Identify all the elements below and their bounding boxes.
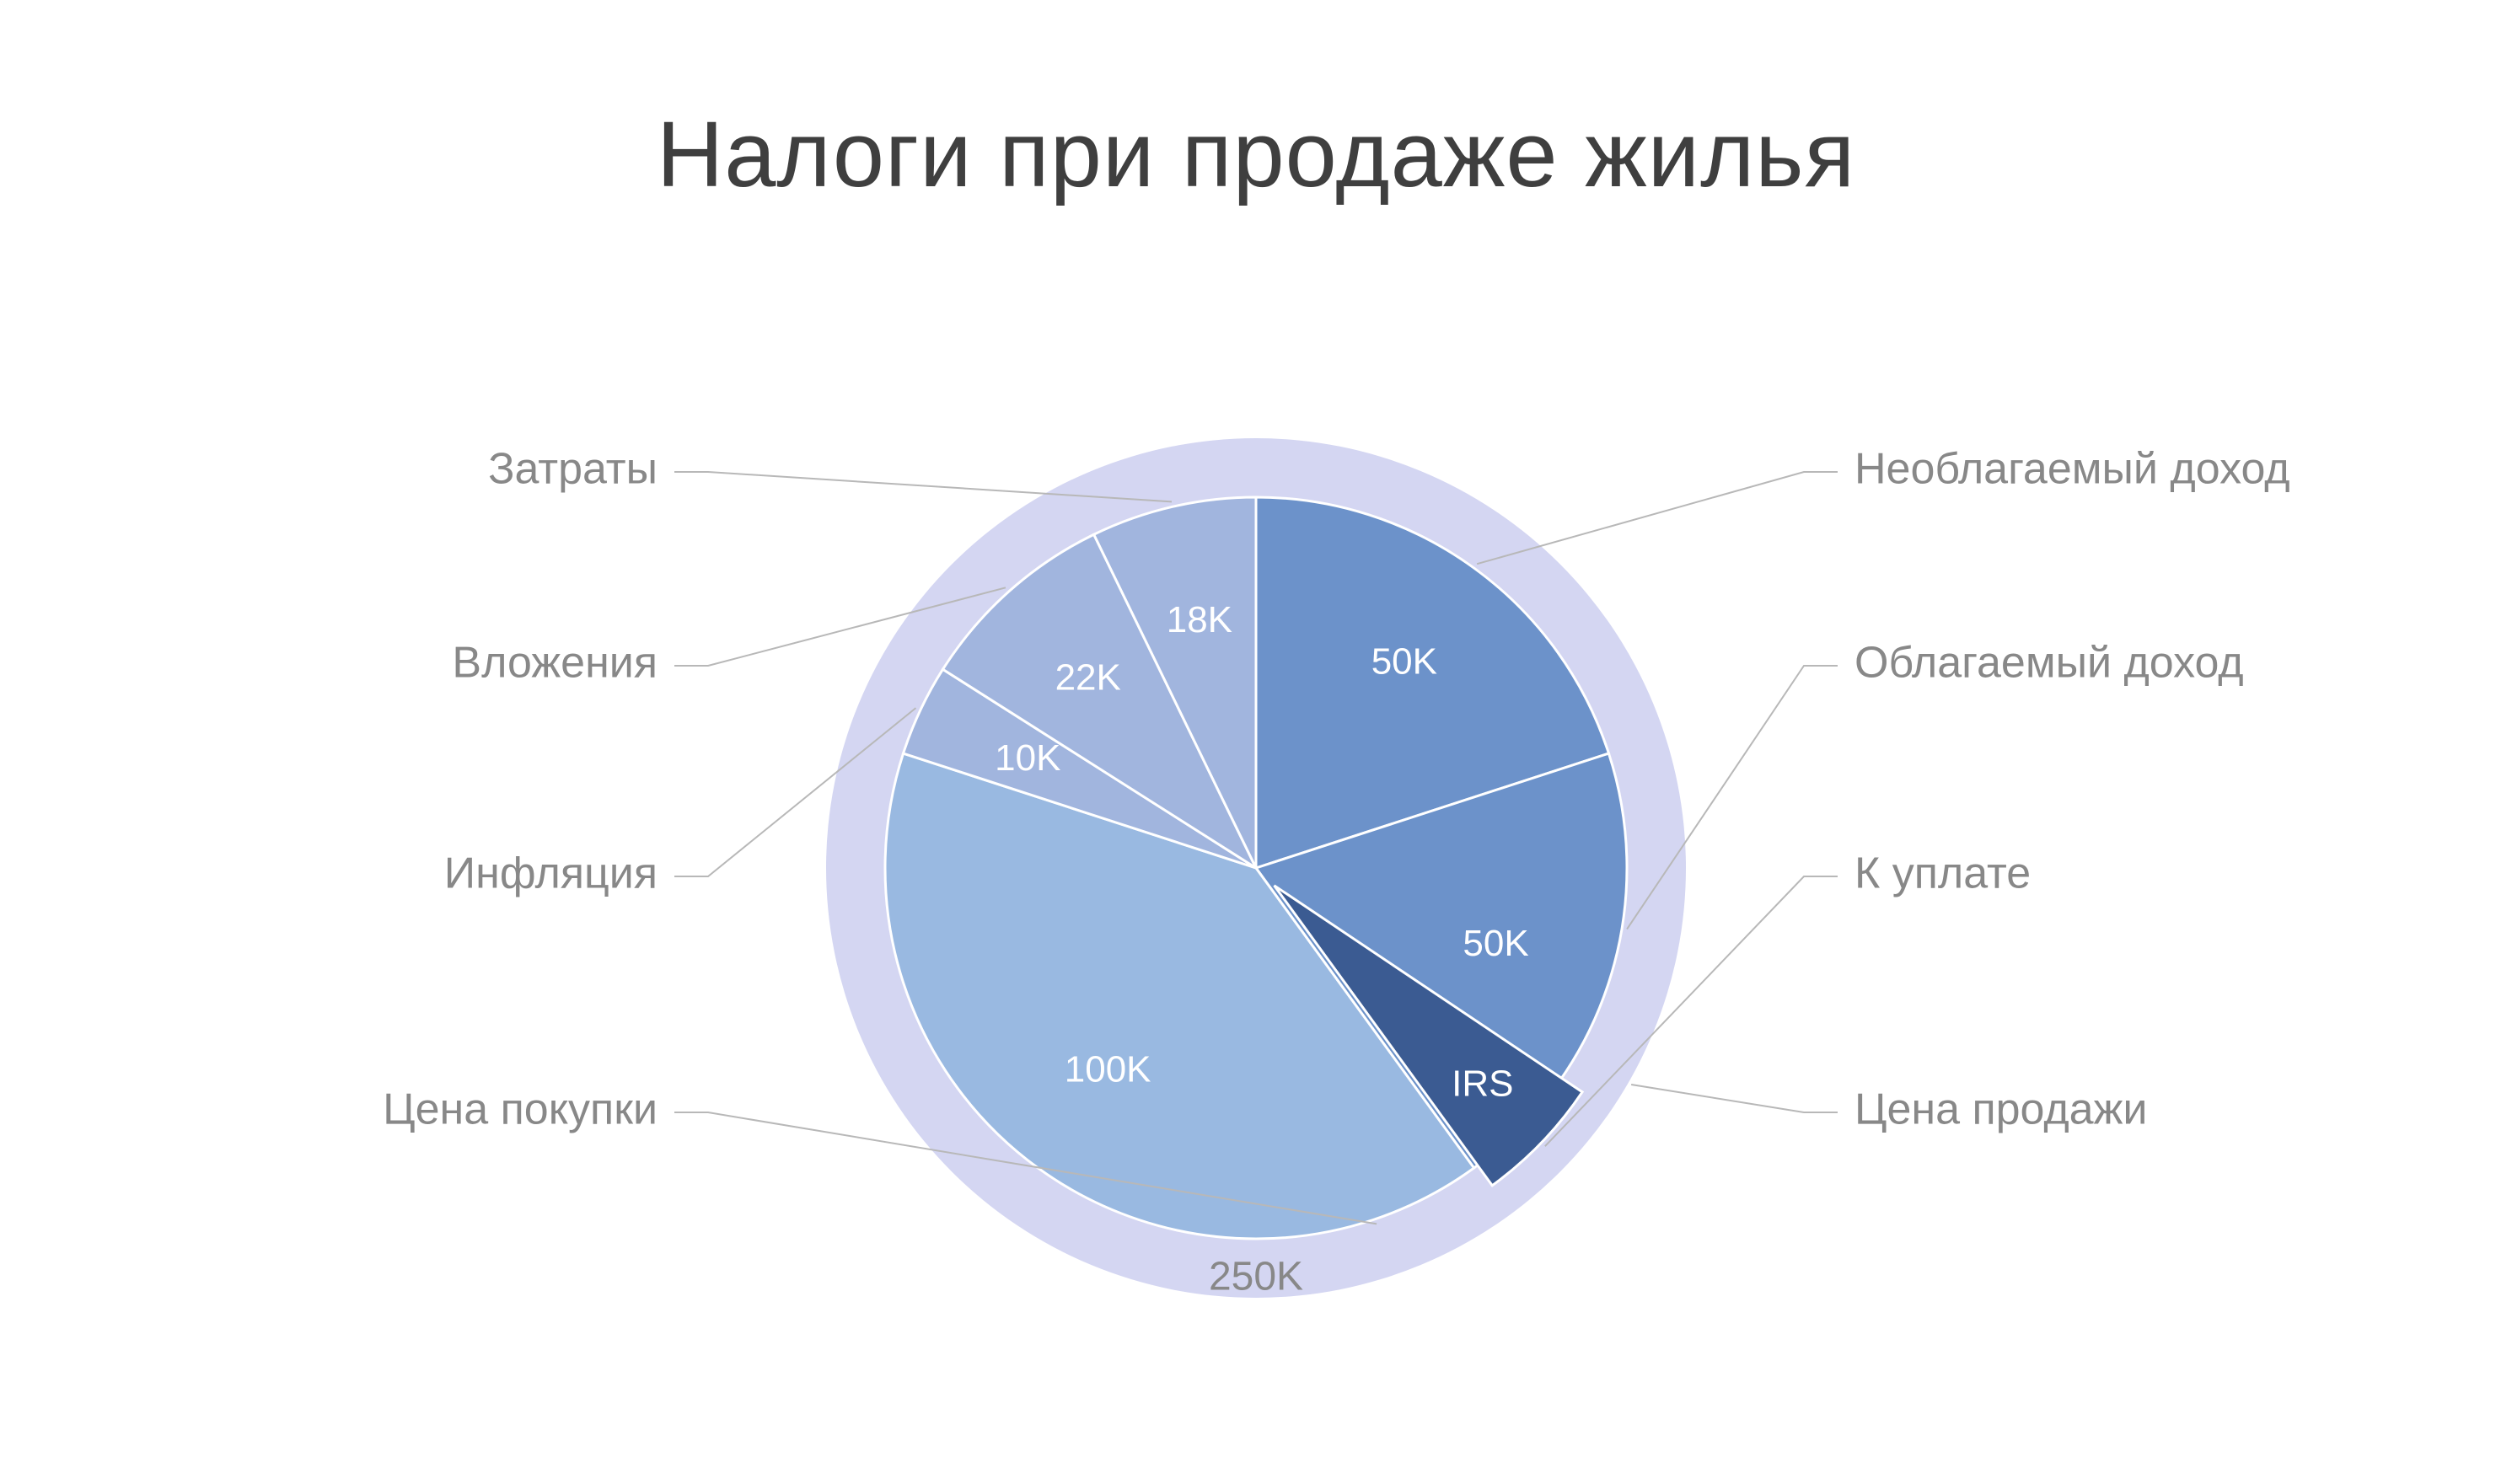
slice-value-taxable: 50K bbox=[1463, 923, 1528, 964]
label-costs: Затраты bbox=[488, 445, 658, 494]
slice-value-nontaxable: 50K bbox=[1371, 641, 1437, 683]
label-taxable: Облагаемый доход bbox=[1854, 639, 2244, 688]
pie-chart: 50K 50K 100K 10K 22K 18K IRS Необлагаемый доход… bbox=[0, 0, 2512, 1484]
stage: Налоги при продаже жилья 50K50K100K10K22… bbox=[0, 0, 2512, 1484]
slice-value-purchase: 100K bbox=[1065, 1049, 1151, 1090]
label-saleprice: Цена продажи bbox=[1854, 1085, 2147, 1134]
label-purchase: Цена покупки bbox=[383, 1085, 658, 1134]
label-invest: Вложения bbox=[452, 639, 658, 688]
slice-value-irs: IRS bbox=[1452, 1063, 1513, 1104]
label-inflation: Инфляция bbox=[444, 849, 658, 898]
slice-value-costs: 18K bbox=[1167, 599, 1232, 640]
outer-ring-value: 250K bbox=[1209, 1255, 1303, 1299]
slice-value-inflation: 10K bbox=[995, 737, 1060, 779]
leader-saleprice bbox=[1631, 1085, 1838, 1112]
slice-value-invest: 22K bbox=[1055, 656, 1121, 698]
label-nontaxable: Необлагаемый доход bbox=[1854, 445, 2290, 494]
label-irs: К уплате bbox=[1854, 849, 2031, 898]
